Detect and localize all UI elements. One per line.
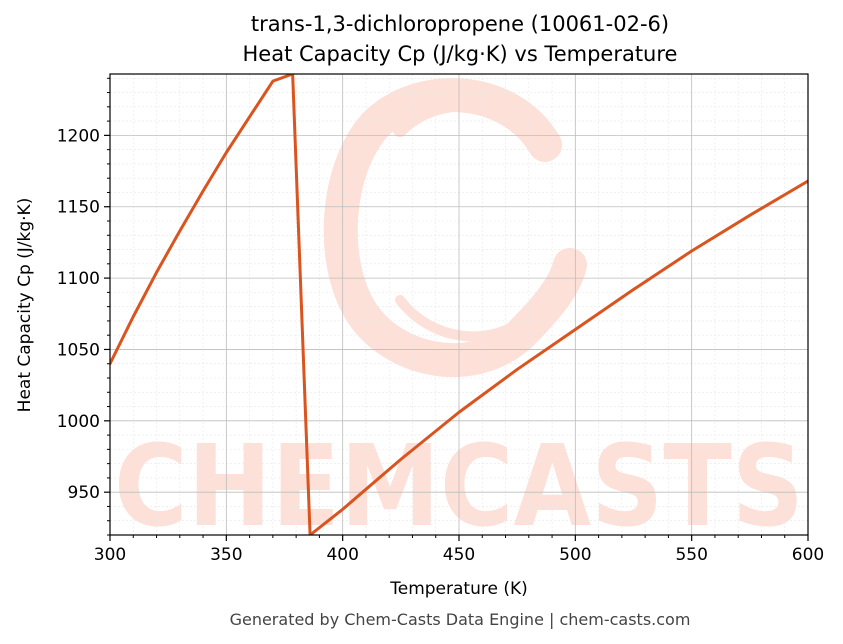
x-tick-label: 600: [792, 545, 824, 565]
x-tick-label: 550: [675, 545, 707, 565]
chart-title: trans-1,3-dichloropropene (10061-02-6): [251, 12, 669, 36]
series-layer: [110, 74, 808, 535]
x-tick-label: 300: [94, 545, 126, 565]
footer-credit: Generated by Chem-Casts Data Engine | ch…: [230, 610, 691, 629]
x-axis-label: Temperature (K): [389, 579, 528, 599]
watermark-swirl-icon: [323, 78, 587, 378]
y-tick-label: 1100: [57, 269, 100, 289]
y-tick-label: 1050: [57, 340, 100, 360]
y-tick-label: 1150: [57, 198, 100, 218]
ticks-layer: 300 350 400 450 500 550 600 950 1000 1050 1100 1150…: [57, 77, 824, 565]
y-tick-label: 1200: [57, 126, 100, 146]
x-tick-label: 500: [559, 545, 591, 565]
y-tick-label: 950: [68, 483, 100, 503]
y-tick-label: 1000: [57, 412, 100, 432]
series-line: [110, 74, 808, 535]
x-tick-label: 400: [326, 545, 358, 565]
major-grid: [109, 74, 809, 535]
x-tick-label: 450: [443, 545, 475, 565]
y-axis-label: Heat Capacity Cp (J/kg·K): [15, 198, 35, 413]
chart-subtitle: Heat Capacity Cp (J/kg·K) vs Temperature: [243, 42, 678, 66]
x-tick-label: 350: [210, 545, 242, 565]
